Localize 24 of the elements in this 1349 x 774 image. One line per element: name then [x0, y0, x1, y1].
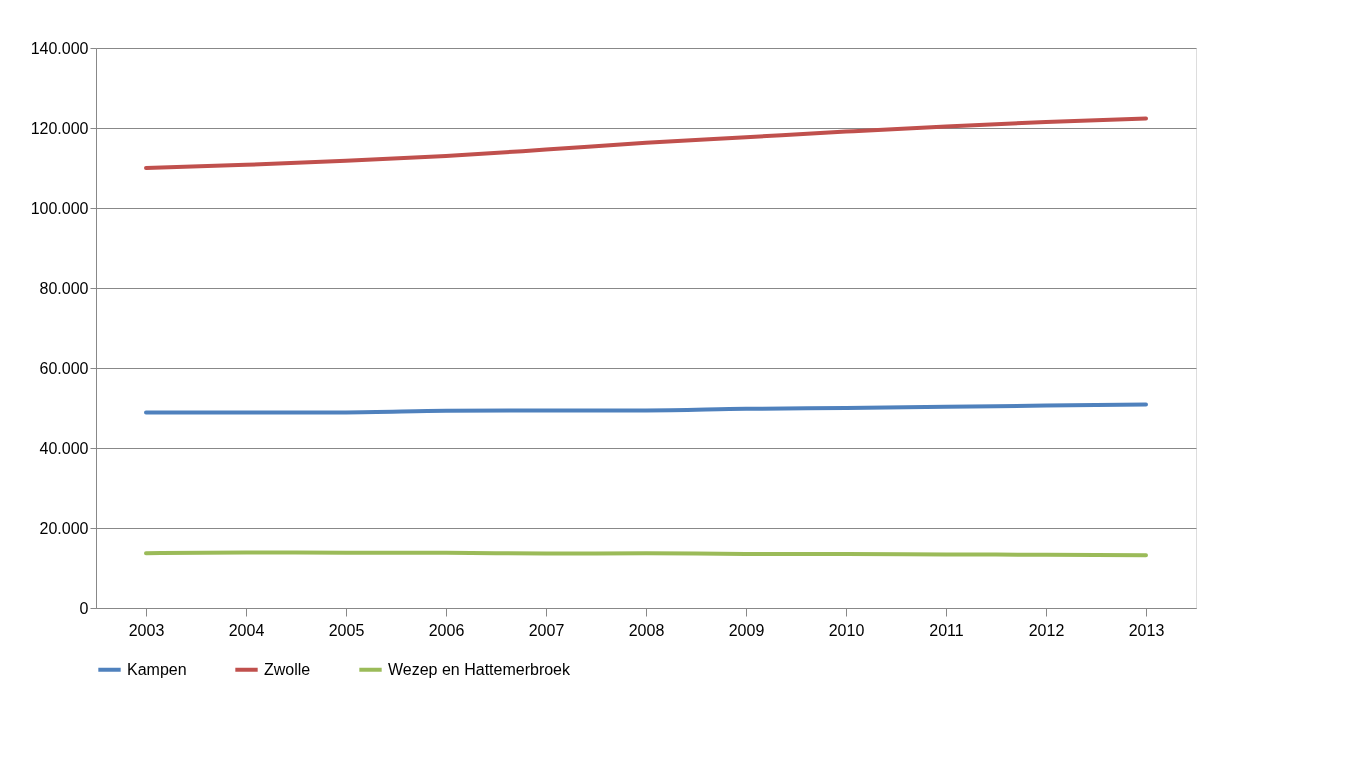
x-tick-label: 2003 [128, 621, 165, 639]
y-tick-label: 120.000 [30, 119, 89, 137]
x-tick-label: 2006 [428, 621, 465, 639]
y-tick-label: 0 [79, 599, 89, 617]
y-tick-label: 20.000 [39, 519, 89, 537]
y-tick-label: 40.000 [39, 439, 89, 457]
line-series [144, 402, 1148, 415]
x-tick-label: 2007 [528, 621, 565, 639]
legend-label: Kampen [127, 660, 187, 678]
x-tick-label: 2005 [328, 621, 365, 639]
x-tick-label: 2004 [228, 621, 265, 639]
y-tick-label: 60.000 [39, 359, 89, 377]
x-tick-label: 2008 [628, 621, 665, 639]
x-tick-label: 2012 [1028, 621, 1065, 639]
x-tick-label: 2009 [728, 621, 765, 639]
legend-label: Wezep en Hattemerbroek [388, 660, 572, 678]
y-tick-label: 80.000 [39, 279, 89, 297]
line-series [144, 116, 1148, 170]
x-tick-label: 2010 [828, 621, 865, 639]
y-tick-label: 140.000 [30, 39, 89, 57]
legend-label: Zwolle [264, 660, 311, 678]
x-tick-label: 2013 [1128, 621, 1165, 639]
y-tick-label: 100.000 [30, 199, 89, 217]
x-tick-label: 2011 [929, 621, 964, 639]
